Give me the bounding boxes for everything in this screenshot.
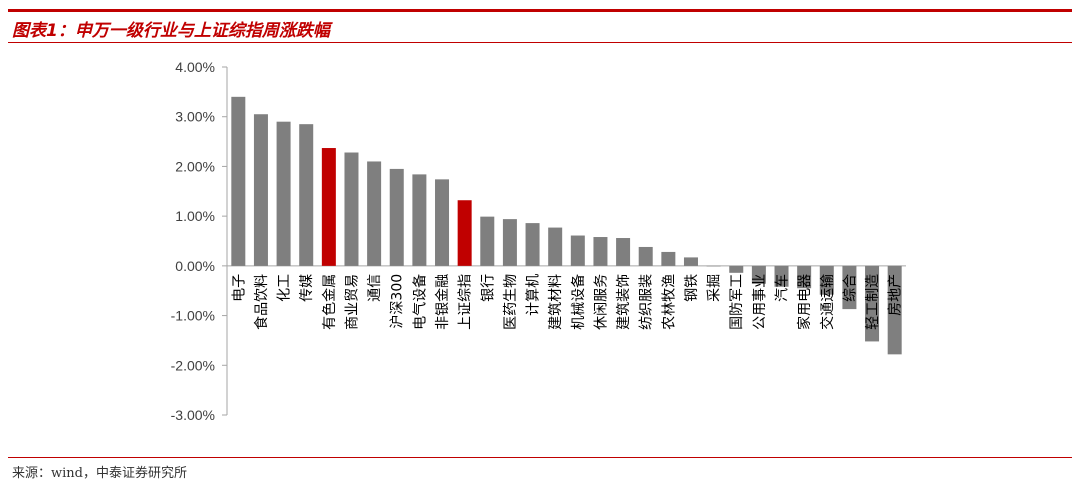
category-label: 化工 [277,274,293,302]
y-tick-label: -2.00% [171,357,215,373]
header-bottom-rule [8,42,1072,43]
category-label: 商业贸易 [344,274,360,330]
bar-8 [412,174,427,266]
category-label: 房地产 [888,274,904,316]
bar-12 [502,219,517,266]
category-label: 公用事业 [752,274,768,330]
bar-16 [593,237,608,266]
category-label: 国防军工 [729,274,745,330]
category-label: 农林牧渔 [661,274,677,330]
figure-footer: 来源：wind，中泰证券研究所 [0,455,1080,489]
bar-17 [616,238,631,266]
category-label: 纺织服装 [639,274,655,330]
bar-29 [887,265,902,355]
bar-14 [548,227,563,266]
footer-rule [8,457,1072,458]
figure-header: 图表1：申万一级行业与上证综指周涨跌幅 [0,0,1080,44]
bar-6 [367,161,382,266]
bar-5 [344,152,359,266]
y-tick-label: -1.00% [171,308,215,324]
bar-9 [435,179,450,266]
y-tick-label: 1.00% [175,208,215,224]
category-label: 交通运输 [819,274,836,330]
y-tick-label: 4.00% [175,59,215,75]
category-label: 食品饮料 [253,274,270,330]
bar-25 [797,265,812,289]
bar-21 [706,265,721,267]
bar-24 [774,265,789,287]
category-label: 轻工制造 [865,274,881,330]
bar-27 [842,265,857,310]
bar-23 [751,265,766,284]
category-label: 汽车 [774,274,791,302]
bar-4 [321,148,336,266]
category-label: 建筑材料 [548,274,564,330]
category-label: 电子 [231,274,247,302]
category-label: 采掘 [707,274,723,302]
y-tick-label: -3.00% [171,407,215,423]
category-label: 非银金融 [435,274,451,330]
category-label: 计算机 [526,274,542,316]
bar-13 [525,223,540,266]
category-label: 电气设备 [411,274,428,330]
category-label: 钢铁 [684,274,700,302]
category-label: 医药生物 [503,274,519,330]
bar-0 [231,96,246,266]
y-tick-label: 0.00% [175,258,215,274]
category-label: 银行 [480,274,496,302]
bar-15 [570,235,585,266]
figure-title: 图表1：申万一级行业与上证综指周涨跌幅 [12,21,330,41]
category-label: 建筑装饰 [616,274,632,330]
category-label: 上证综指 [458,274,474,330]
category-label: 有色金属 [321,274,338,330]
bar-28 [865,265,880,342]
bar-19 [661,251,676,266]
category-label: 家用电器 [796,274,813,330]
y-tick-label: 2.00% [175,158,215,174]
bar-1 [253,114,268,266]
bar-10 [457,200,472,266]
bar-26 [819,265,834,295]
bar-7 [389,168,404,266]
header-top-rule [8,9,1072,12]
category-label: 休闲服务 [593,274,609,330]
bar-22 [729,265,744,273]
category-label: 沪深300 [390,274,406,329]
bar-2 [276,121,291,266]
category-label: 机械设备 [570,274,587,330]
category-label: 综合 [842,274,858,302]
category-label: 通信 [367,274,383,302]
category-label: 传媒 [299,274,315,302]
bar-20 [683,257,698,266]
source-note: 来源：wind，中泰证券研究所 [12,466,187,481]
bar-11 [480,216,495,266]
y-tick-label: 3.00% [175,109,215,125]
bar-18 [638,246,653,266]
bar-3 [299,124,314,266]
